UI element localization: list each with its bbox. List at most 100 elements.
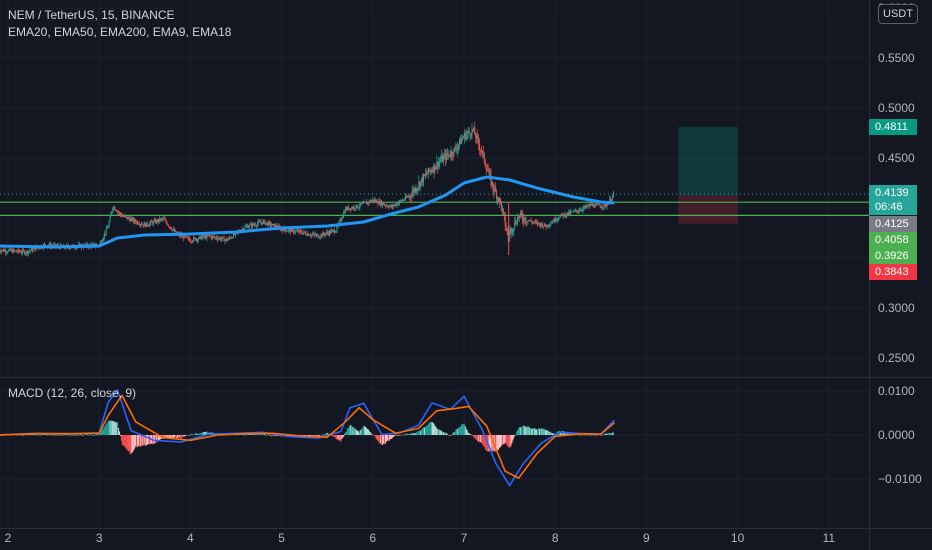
candle-body: [293, 232, 295, 233]
histogram-bar: [513, 435, 515, 439]
candle-body: [301, 232, 303, 234]
candle-body: [378, 200, 380, 204]
candle-body: [303, 231, 305, 233]
candle-body: [269, 222, 271, 223]
symbol-legend[interactable]: NEM / TetherUS, 15, BINANCE: [8, 8, 175, 22]
histogram-bar: [259, 434, 261, 435]
candle-body: [366, 202, 368, 204]
histogram-bar: [167, 435, 169, 439]
candle-body: [556, 220, 558, 222]
candle-body: [333, 230, 335, 233]
candle-body: [522, 219, 524, 222]
candle-body: [299, 230, 301, 232]
candle-body: [498, 197, 500, 202]
candle-body: [343, 212, 345, 217]
candle-body: [595, 203, 597, 205]
histogram-bar: [115, 422, 117, 435]
histogram-bar: [596, 435, 598, 436]
candle-body: [503, 212, 505, 217]
candle-body: [226, 238, 228, 241]
candle-body: [187, 237, 189, 239]
candle-body: [521, 215, 523, 220]
candle-body: [39, 248, 41, 250]
histogram-bar: [53, 434, 55, 435]
candle-body: [190, 241, 192, 243]
histogram-bar: [359, 429, 361, 435]
time-tick-label: 4: [187, 531, 194, 545]
candle-body: [404, 199, 406, 201]
candle-body: [515, 221, 517, 225]
candle-body: [345, 207, 347, 213]
histogram-bar: [245, 434, 247, 436]
candle-body: [499, 198, 501, 202]
histogram-bar: [100, 432, 102, 435]
histogram-bar: [121, 435, 123, 445]
candle-body: [533, 222, 535, 223]
candle-body: [202, 235, 204, 238]
candle-body: [209, 235, 211, 236]
candle-body: [525, 221, 527, 223]
candle-body: [256, 223, 258, 226]
candle-body: [102, 237, 104, 241]
histogram-bar: [194, 434, 196, 435]
histogram-bar: [423, 427, 425, 435]
histogram-bar: [357, 430, 359, 435]
candle-body: [27, 251, 29, 254]
candle-body: [582, 208, 584, 211]
histogram-bar: [401, 435, 403, 436]
histogram-bar: [206, 431, 208, 435]
candle-body: [459, 138, 461, 145]
macd-legend[interactable]: MACD (12, 26, close, 9): [8, 386, 137, 400]
histogram-bar: [453, 432, 455, 435]
histogram-bar: [112, 421, 114, 435]
candle-body: [292, 229, 294, 233]
histogram-bar: [500, 435, 502, 446]
candle-body: [526, 221, 528, 223]
candle-body: [268, 222, 270, 226]
histogram-bar: [419, 430, 421, 435]
candle-body: [397, 203, 399, 205]
histogram-bar: [578, 435, 580, 436]
candle-body: [502, 209, 504, 213]
ema-legend[interactable]: EMA20, EMA50, EMA200, EMA9, EMA18: [8, 25, 232, 39]
histogram-bar: [591, 435, 593, 436]
histogram-bar: [89, 434, 91, 436]
histogram-bar: [80, 434, 82, 435]
histogram-bar: [101, 429, 103, 435]
candle-body: [310, 234, 312, 236]
candle-body: [510, 228, 512, 232]
histogram-bar: [452, 432, 454, 435]
candle-body: [420, 180, 422, 187]
candle-body: [294, 230, 296, 233]
candle-body: [295, 230, 297, 232]
histogram-bar: [448, 435, 450, 436]
histogram-bar: [332, 435, 334, 437]
histogram-bar: [32, 434, 34, 435]
histogram-bar: [518, 428, 520, 435]
histogram-bar: [528, 426, 530, 435]
candle-body: [100, 241, 102, 243]
candle-body: [112, 207, 114, 212]
candle-body: [606, 204, 608, 207]
candle-body: [385, 205, 387, 206]
candle-body: [289, 229, 291, 230]
candle-body: [513, 228, 515, 231]
currency-button[interactable]: USDT: [878, 4, 918, 24]
candle-body: [506, 229, 508, 232]
histogram-bar: [568, 432, 570, 435]
candle-body: [230, 237, 232, 239]
candle-body: [271, 225, 273, 227]
candle-body: [156, 219, 158, 223]
histogram-bar: [106, 422, 108, 435]
histogram-bar: [88, 434, 90, 436]
histogram-bar: [354, 427, 356, 435]
candle-body: [169, 226, 171, 228]
histogram-bar: [74, 434, 76, 436]
histogram-bar: [456, 428, 458, 435]
histogram-bar: [437, 429, 439, 435]
candle-body: [520, 212, 522, 216]
candle-body: [452, 155, 454, 156]
candle-body: [316, 234, 318, 236]
histogram-bar: [73, 435, 75, 436]
